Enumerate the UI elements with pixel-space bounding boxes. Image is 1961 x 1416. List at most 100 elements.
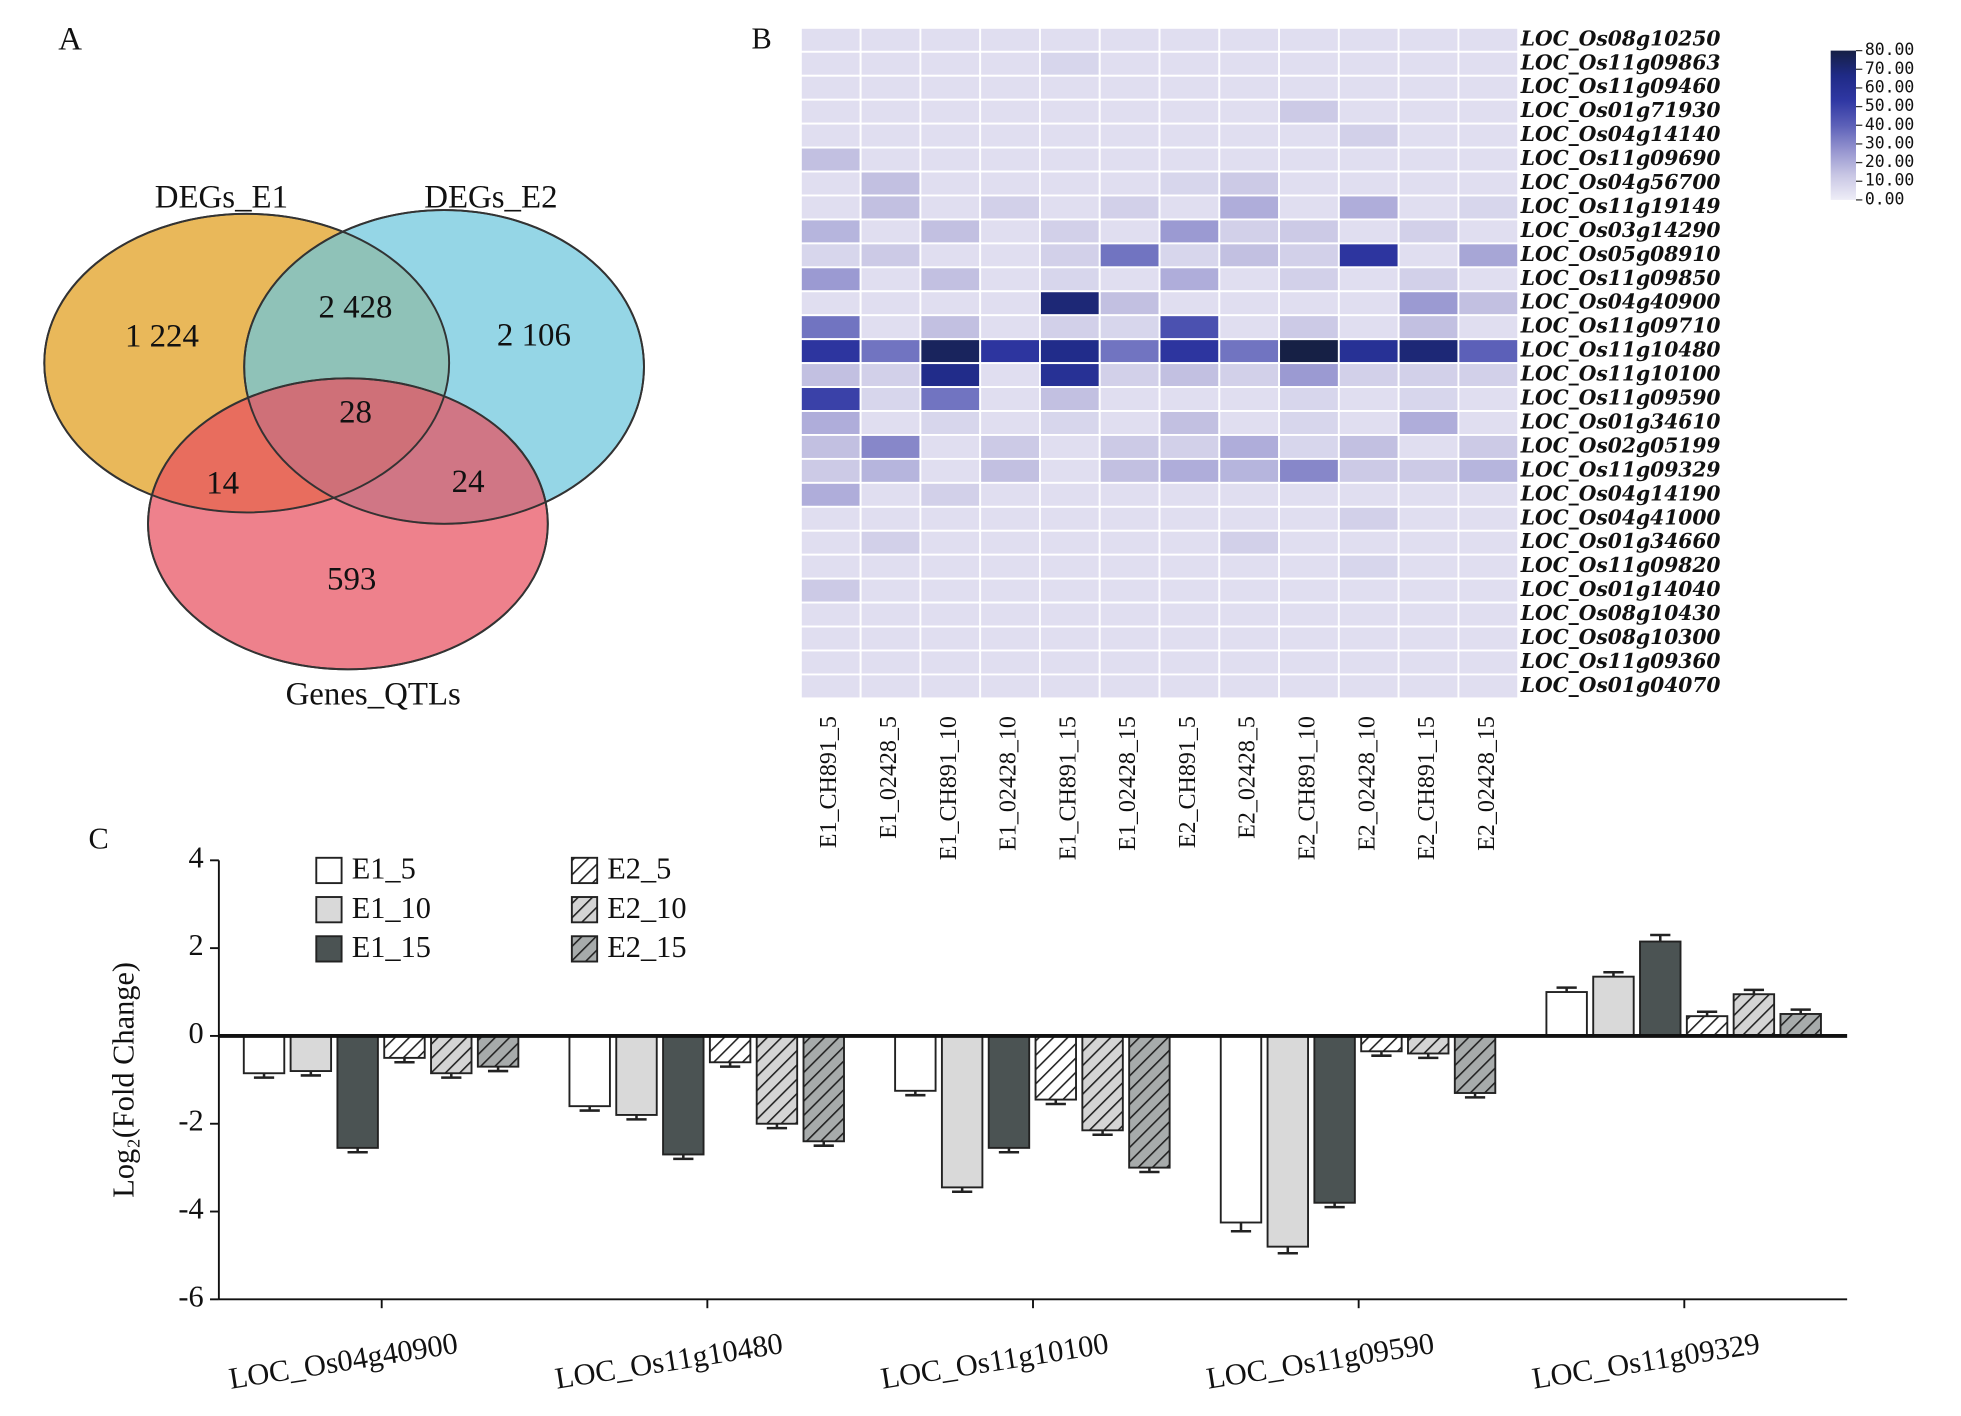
row-label: LOC_Os11g09329 xyxy=(1520,457,1721,481)
bar xyxy=(1081,1034,1124,1132)
heatmap-cell xyxy=(1218,577,1281,604)
region-count: 2 106 xyxy=(497,317,571,353)
heatmap-cell xyxy=(1397,386,1460,412)
heatmap-cell xyxy=(1278,338,1340,365)
heatmap-cell xyxy=(1098,625,1161,652)
heatmap-cell xyxy=(1218,649,1281,676)
heatmap-cell xyxy=(1457,146,1520,173)
heatmap-cell xyxy=(799,242,862,269)
heatmap-cell xyxy=(799,74,862,101)
heatmap-cell xyxy=(1457,362,1520,389)
heatmap-cell xyxy=(1039,266,1101,293)
heatmap-cell xyxy=(919,290,982,317)
heatmap-cell xyxy=(1039,26,1101,53)
legend-swatch xyxy=(315,896,343,924)
row-label: LOC_Os11g09590 xyxy=(1520,386,1721,410)
heatmap-cell xyxy=(1457,314,1520,341)
error-bar xyxy=(1418,1053,1439,1060)
heatmap-cell xyxy=(979,457,1041,484)
heatmap-cell xyxy=(1218,529,1281,556)
heatmap-cell xyxy=(1098,50,1161,77)
bar xyxy=(1128,1034,1171,1169)
bar xyxy=(1453,1034,1497,1094)
heatmap-cell xyxy=(799,673,862,700)
heatmap-cell xyxy=(1158,122,1221,149)
heatmap-cell xyxy=(859,529,922,556)
heatmap-cell xyxy=(1337,218,1400,245)
heatmap-cell xyxy=(1457,338,1520,365)
heatmap-cell xyxy=(859,601,922,628)
heatmap-cell xyxy=(1158,146,1221,173)
row-label: LOC_Os01g34660 xyxy=(1520,529,1721,553)
heatmap-cell xyxy=(979,242,1041,269)
heatmap-cell xyxy=(1337,481,1400,508)
heatmap-cell xyxy=(1218,434,1281,460)
legend-label: E1_15 xyxy=(352,930,431,964)
heatmap-cell xyxy=(799,481,862,508)
heatmap-cell xyxy=(1039,362,1101,389)
bar xyxy=(894,1034,937,1092)
heatmap-cell xyxy=(919,386,982,412)
heatmap-cell xyxy=(1158,553,1221,580)
bar-chart: C -6 -4 -2 0 2 4 Log₂(Fold Change) LOC_Os04g4090… xyxy=(89,821,1848,1396)
heatmap-cell xyxy=(1218,553,1281,580)
heatmap-cell xyxy=(1039,194,1101,221)
heatmap-cell xyxy=(979,290,1041,317)
bar xyxy=(476,1034,520,1068)
x-tick-label: LOC_Os11g10480 xyxy=(553,1326,785,1396)
heatmap-cell xyxy=(1337,290,1400,317)
heatmap-cell xyxy=(1278,362,1340,389)
heatmap-cell xyxy=(1337,338,1400,365)
heatmap-cell xyxy=(1337,553,1400,580)
heatmap-cell xyxy=(1337,362,1400,389)
heatmap-cell xyxy=(979,505,1041,532)
error-bar xyxy=(394,1057,415,1064)
heatmap-cell xyxy=(799,625,862,652)
heatmap-cell xyxy=(1337,601,1400,628)
error-bar xyxy=(1464,1093,1486,1099)
heatmap-cell xyxy=(799,122,862,149)
heatmap-cell xyxy=(1098,673,1161,700)
heatmap-cell xyxy=(979,218,1041,245)
heatmap-cell xyxy=(1039,98,1101,125)
heatmap-cell xyxy=(1397,649,1460,676)
colorbar-tick-label: 50.00 xyxy=(1865,96,1914,115)
heatmap-cell xyxy=(1337,625,1400,652)
heatmap-cell xyxy=(979,553,1041,580)
heatmap-cell xyxy=(1098,122,1161,149)
legend-label: E1_10 xyxy=(352,891,431,925)
heatmap-cell xyxy=(799,170,862,197)
heatmap-cell xyxy=(1218,481,1281,508)
heatmap-cell xyxy=(1098,266,1161,293)
heatmap-cell xyxy=(1039,74,1101,101)
heatmap-cell xyxy=(799,553,862,580)
set-label: DEGs_E1 xyxy=(155,179,288,215)
bar xyxy=(568,1034,611,1108)
heatmap-cell xyxy=(1397,314,1460,341)
column-label: E2_CH891_10 xyxy=(1294,716,1320,860)
error-bar xyxy=(813,1141,834,1147)
heatmap-cell xyxy=(1039,577,1101,604)
heatmap-cell xyxy=(1397,98,1460,125)
heatmap-cell xyxy=(1397,601,1460,628)
legend-label: E2_5 xyxy=(607,852,671,886)
heatmap-cell xyxy=(1039,625,1101,652)
row-label: LOC_Os11g10480 xyxy=(1520,338,1721,362)
row-label: LOC_Os04g14190 xyxy=(1520,481,1721,505)
heatmap-cell xyxy=(1098,170,1161,197)
row-label: LOC_Os11g09360 xyxy=(1520,649,1721,673)
bar xyxy=(1266,1034,1309,1248)
x-tick-label: LOC_Os11g09329 xyxy=(1530,1326,1762,1396)
venn-diagram: A DEGs_E1 DEGs_E2 Genes_QTLs 1 224 2 428 2 106… xyxy=(43,21,645,713)
heatmap-cell xyxy=(1457,601,1520,628)
heatmap-cell xyxy=(979,266,1041,293)
heatmap-cell xyxy=(1218,74,1281,101)
heatmap-cell xyxy=(799,338,862,365)
heatmap-cell xyxy=(1337,649,1400,676)
heatmap-cell xyxy=(919,601,982,628)
heatmap-cell xyxy=(1158,218,1221,245)
heatmap-cell xyxy=(979,625,1041,652)
heatmap-cell xyxy=(1337,122,1400,149)
heatmap-cell xyxy=(859,362,922,389)
